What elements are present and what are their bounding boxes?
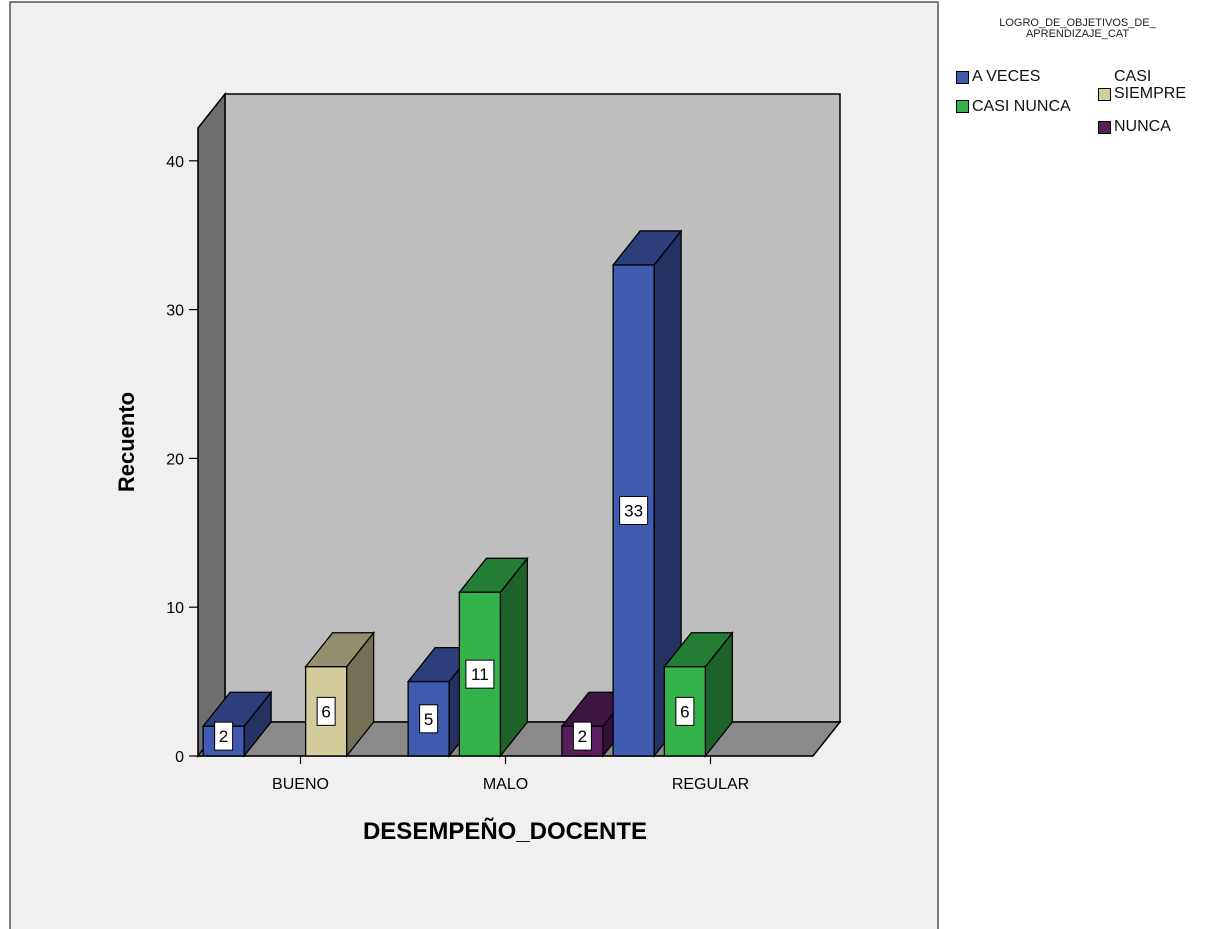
y-axis: 0 10 20 30 40 <box>166 128 199 766</box>
legend-label-a-veces: A VECES <box>972 68 1041 85</box>
data-label-malo-casi-nunca: 11 <box>471 665 489 684</box>
y-tick-label-30: 30 <box>166 303 184 320</box>
bar-bueno-a-veces: 2 <box>201 690 273 758</box>
bar-malo-casi-nunca: 11 <box>458 556 529 758</box>
legend-swatch-casi-siempre <box>1098 88 1111 101</box>
legend-label-casi-nunca: CASI NUNCA <box>972 98 1071 115</box>
legend-swatch-nunca <box>1098 121 1111 134</box>
y-tick-label-20: 20 <box>166 451 184 468</box>
legend-swatch-a-veces <box>956 71 969 84</box>
x-tick-label-regular: REGULAR <box>672 776 749 793</box>
data-label-box-regular-casi-nunca <box>675 696 695 726</box>
y-tick-label-0: 0 <box>175 749 184 766</box>
y-tick-label-10: 10 <box>166 600 184 617</box>
bar-bueno-casi-siempre: 6 <box>304 630 375 758</box>
data-label-box-bueno-a-veces <box>214 721 234 751</box>
legend-label-casi-siempre: CASI SIEMPRE <box>1114 68 1187 102</box>
y-axis-title: Recuento <box>114 392 139 492</box>
data-label-box-malo-casi-nunca <box>465 659 495 689</box>
data-label-box-regular-a-veces <box>619 495 649 525</box>
x-axis: BUENO MALO REGULAR <box>198 755 813 793</box>
legend-swatch-casi-nunca <box>956 100 969 113</box>
legend-title-line-1: LOGRO_DE_OBJETIVOS_DE_ <box>999 17 1156 29</box>
data-label-regular-casi-nunca: 6 <box>680 702 689 721</box>
data-label-box-bueno-casi-siempre <box>316 696 336 726</box>
data-label-box-malo-a-veces <box>419 704 439 734</box>
y-tick-label-40: 40 <box>166 154 184 171</box>
data-label-bueno-casi-siempre: 6 <box>321 702 330 721</box>
data-label-malo-a-veces: 5 <box>424 710 433 729</box>
data-label-box-malo-nunca <box>572 721 592 751</box>
back-wall <box>224 93 841 723</box>
x-axis-title: DESEMPEÑO_DOCENTE <box>363 817 647 845</box>
legend-title: LOGRO_DE_OBJETIVOS_DE_ APRENDIZAJE_CAT <box>950 18 1205 40</box>
data-label-malo-nunca: 2 <box>578 727 587 746</box>
data-label-bueno-a-veces: 2 <box>219 727 228 746</box>
bar-regular-a-veces: 33 <box>611 229 683 758</box>
x-tick-label-bueno: BUENO <box>272 776 329 793</box>
data-label-regular-a-veces: 33 <box>624 501 643 520</box>
legend: LOGRO_DE_OBJETIVOS_DE_ APRENDIZAJE_CAT A… <box>950 18 1205 178</box>
bar-front-malo-a-veces <box>407 680 450 757</box>
bars: 2 6 5 11 2 33 6 <box>201 229 734 758</box>
side-wall <box>197 91 226 759</box>
x-tick-label-malo: MALO <box>483 776 528 793</box>
legend-label-nunca: NUNCA <box>1114 118 1171 135</box>
bar-regular-casi-nunca: 6 <box>663 630 734 758</box>
legend-title-line-2: APRENDIZAJE_CAT <box>1025 28 1130 40</box>
